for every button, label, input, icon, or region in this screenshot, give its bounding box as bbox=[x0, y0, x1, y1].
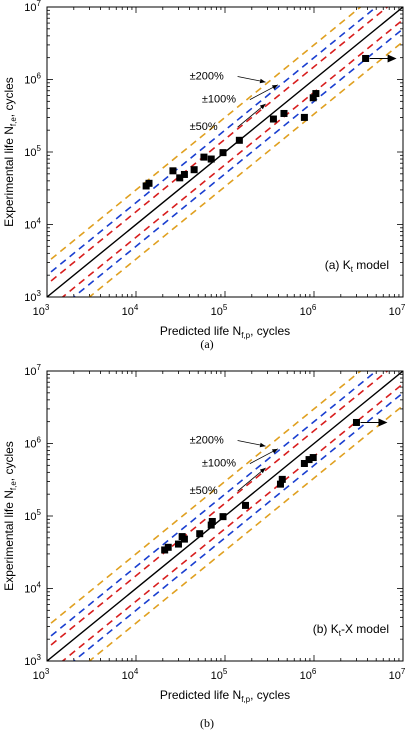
data-points bbox=[142, 54, 397, 190]
data-point bbox=[309, 94, 317, 102]
band-label: ±50% bbox=[190, 121, 218, 133]
data-point bbox=[219, 149, 227, 157]
data-point bbox=[276, 480, 284, 488]
x-tick-label: 107 bbox=[389, 667, 406, 682]
band-label-pointer-head bbox=[259, 442, 266, 448]
x-tick-label: 103 bbox=[33, 303, 50, 318]
x-tick-labels: 103 104 105 106 107 bbox=[33, 667, 406, 682]
data-point bbox=[145, 179, 153, 187]
band-label-pointer-head bbox=[259, 467, 266, 474]
y-tick-label: 103 bbox=[24, 289, 41, 304]
band-label: ±100% bbox=[202, 458, 236, 470]
band-labels: ±200% ±100% ±50% bbox=[190, 71, 279, 133]
band-label-pointer bbox=[237, 103, 266, 128]
model-label: (b) Kt-X model bbox=[313, 622, 389, 638]
chart-panel-a: ±200%±100%±50%103 104 105 106 10710310410510… bbox=[2, 0, 406, 351]
y-axis-title: Experimental life Nf,e, cycles bbox=[2, 77, 18, 227]
band-line-1-lower bbox=[88, 404, 403, 661]
data-point bbox=[280, 109, 288, 117]
x-axis-title: Predicted life Nf,p, cycles bbox=[160, 324, 290, 340]
data-point bbox=[352, 418, 360, 426]
x-tick-label: 105 bbox=[211, 667, 228, 682]
y-tick-label: 105 bbox=[24, 144, 41, 159]
plot-frame bbox=[46, 6, 404, 298]
band-label-pointer-head bbox=[259, 103, 266, 110]
unity-line bbox=[47, 7, 403, 297]
data-point bbox=[180, 170, 188, 178]
plot-frame bbox=[46, 370, 404, 662]
x-axis-title: Predicted life Nf,p, cycles bbox=[160, 688, 290, 704]
data-point bbox=[207, 521, 215, 529]
x-tick-label: 104 bbox=[122, 667, 139, 682]
data-point bbox=[300, 113, 308, 121]
runout-arrow-head bbox=[378, 418, 388, 427]
y-axis-title: Experimental life Nf,e, cycles bbox=[2, 441, 18, 591]
band-labels: ±200% ±100% ±50% bbox=[190, 435, 279, 497]
data-point bbox=[305, 456, 313, 464]
band-label-pointer bbox=[237, 467, 266, 492]
data-points bbox=[161, 418, 388, 554]
data-point bbox=[362, 54, 370, 62]
data-point bbox=[300, 459, 308, 467]
y-tick-label: 107 bbox=[24, 0, 41, 14]
unity-line bbox=[47, 371, 403, 661]
band-label: ±200% bbox=[190, 71, 224, 83]
data-point bbox=[164, 543, 172, 551]
data-point bbox=[161, 546, 169, 554]
data-point bbox=[176, 174, 184, 182]
data-point bbox=[196, 530, 204, 538]
data-point bbox=[219, 513, 227, 521]
data-point bbox=[169, 167, 177, 175]
data-point bbox=[208, 517, 216, 525]
model-label: (a) Kt model bbox=[325, 258, 389, 274]
band-label: ±200% bbox=[190, 435, 224, 447]
band-label-pointer-head bbox=[271, 448, 278, 454]
runout-arrow-head bbox=[387, 54, 397, 63]
band-label-pointer-head bbox=[271, 84, 278, 90]
y-tick-labels: 103 104 105 106 107 bbox=[24, 0, 41, 304]
data-point bbox=[207, 155, 215, 163]
x-tick-label: 103 bbox=[33, 667, 50, 682]
band-label-pointer-head bbox=[259, 78, 266, 84]
x-tick-label: 106 bbox=[300, 303, 317, 318]
x-tick-label: 107 bbox=[389, 303, 406, 318]
y-tick-labels: 103 104 105 106 107 bbox=[24, 363, 41, 668]
data-point bbox=[190, 166, 198, 174]
x-tick-labels: 103 104 105 106 107 bbox=[33, 303, 406, 318]
data-point bbox=[278, 475, 286, 483]
panel-caption: (a) bbox=[200, 337, 213, 351]
data-point bbox=[200, 153, 208, 161]
chart-panel-b: ±200%±100%±50%103 104 105 106 10710310410510… bbox=[2, 363, 406, 730]
y-tick-label: 106 bbox=[24, 72, 41, 87]
band-label: ±50% bbox=[190, 485, 218, 497]
band-line-2-upper bbox=[47, 7, 378, 277]
data-point bbox=[269, 115, 277, 123]
y-tick-label: 107 bbox=[24, 363, 41, 378]
x-tick-label: 105 bbox=[211, 303, 228, 318]
data-point bbox=[235, 136, 243, 144]
band-line-3-upper bbox=[47, 7, 389, 286]
y-tick-label: 105 bbox=[24, 508, 41, 523]
y-tick-label: 103 bbox=[24, 653, 41, 668]
data-point bbox=[312, 90, 320, 98]
band-label: ±100% bbox=[202, 94, 236, 106]
data-point bbox=[242, 501, 250, 509]
panel-caption: (b) bbox=[200, 716, 214, 730]
x-tick-label: 106 bbox=[300, 667, 317, 682]
data-point bbox=[309, 454, 317, 462]
data-point bbox=[174, 540, 182, 548]
x-tick-label: 104 bbox=[122, 303, 139, 318]
y-tick-label: 104 bbox=[24, 217, 41, 232]
data-point bbox=[180, 535, 188, 543]
y-tick-label: 104 bbox=[24, 581, 41, 596]
y-tick-label: 106 bbox=[24, 436, 41, 451]
